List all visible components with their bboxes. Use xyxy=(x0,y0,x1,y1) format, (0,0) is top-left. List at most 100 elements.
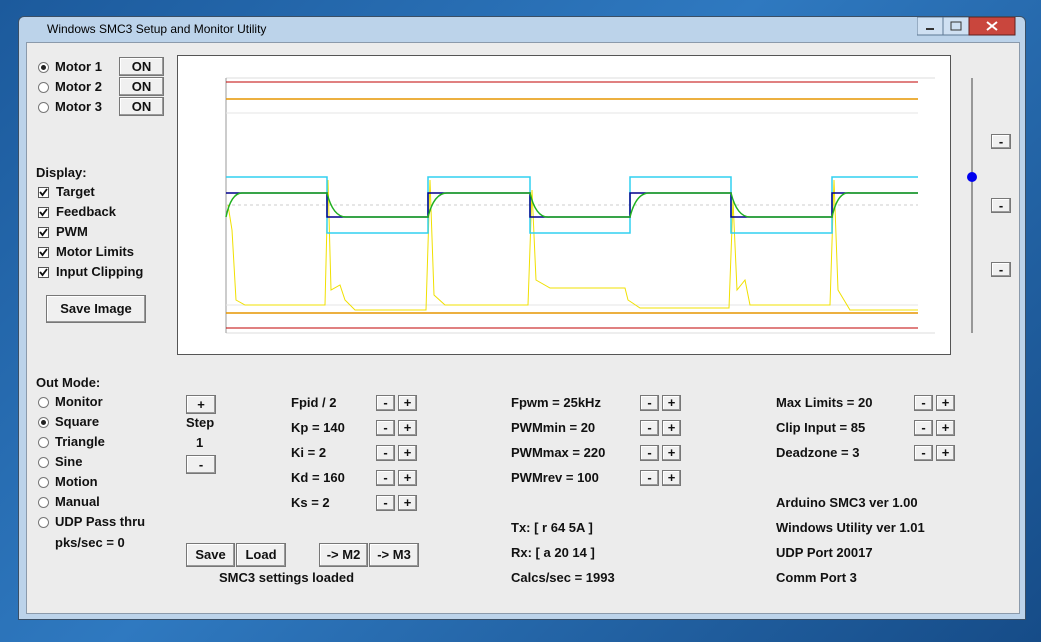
info-text: Comm Port 3 xyxy=(776,570,857,585)
pid-param: Kd = 160 xyxy=(291,470,345,485)
minimize[interactable] xyxy=(917,17,944,36)
motor-radio[interactable] xyxy=(38,82,49,93)
motor-on-button[interactable]: ON xyxy=(119,76,164,96)
motor-label: Motor 2 xyxy=(55,79,102,94)
display-option: Feedback xyxy=(56,204,116,219)
pid-param: Kp = 140 xyxy=(291,420,345,435)
close-icon xyxy=(986,21,998,31)
check-mark xyxy=(39,188,48,197)
maximize[interactable] xyxy=(942,17,970,36)
motor-radio[interactable] xyxy=(38,102,49,113)
inc-button[interactable]: + xyxy=(398,445,417,461)
dec-button[interactable]: - xyxy=(640,470,659,486)
dec-button[interactable]: - xyxy=(376,495,395,511)
scale-button[interactable]: - xyxy=(991,261,1011,277)
maximize-icon xyxy=(950,21,962,31)
display-option: Input Clipping xyxy=(56,264,144,279)
comm-status: Rx: [ a 20 14 ] xyxy=(511,545,595,560)
out-mode-option: UDP Pass thru xyxy=(55,514,146,529)
display-checkbox[interactable] xyxy=(38,187,49,198)
dec-button[interactable]: - xyxy=(376,445,395,461)
motor-label: Motor 1 xyxy=(55,59,102,74)
display-checkbox[interactable] xyxy=(38,267,49,278)
inc-button[interactable]: + xyxy=(936,445,955,461)
dec-button[interactable]: - xyxy=(640,420,659,436)
action-button[interactable]: -> M3 xyxy=(369,543,419,567)
scale-button[interactable]: - xyxy=(991,133,1011,149)
inc-button[interactable]: + xyxy=(936,395,955,411)
traces xyxy=(225,77,935,334)
motor-on-button[interactable]: ON xyxy=(119,56,164,76)
info-text: Windows Utility ver 1.01 xyxy=(776,520,925,535)
pwm-param: PWMmin = 20 xyxy=(511,420,596,435)
display-option: PWM xyxy=(56,224,88,239)
action-button[interactable]: Save xyxy=(186,543,235,567)
out-mode-option: Monitor xyxy=(55,394,103,409)
step-value: 1 xyxy=(196,435,204,450)
status-text: SMC3 settings loaded xyxy=(219,570,355,585)
scale-button[interactable]: - xyxy=(991,197,1011,213)
dec-button[interactable]: - xyxy=(914,420,933,436)
motor-label: Motor 3 xyxy=(55,99,102,114)
step-label: Step xyxy=(186,415,215,430)
limit-param: Deadzone = 3 xyxy=(776,445,860,460)
out-mode-radio[interactable] xyxy=(38,437,49,448)
pid-param: Fpid / 2 xyxy=(291,395,337,410)
limit-param: Max Limits = 20 xyxy=(776,395,873,410)
out-mode-option: Motion xyxy=(55,474,98,489)
display-checkbox[interactable] xyxy=(38,207,49,218)
pid-param: Ks = 2 xyxy=(291,495,330,510)
dec-button[interactable]: - xyxy=(640,395,659,411)
inc-button[interactable]: + xyxy=(662,395,681,411)
dec-button[interactable]: - xyxy=(640,445,659,461)
dec-button[interactable]: - xyxy=(914,395,933,411)
packet-rate: pks/sec = 0 xyxy=(55,535,125,550)
clipping-trace xyxy=(226,176,918,234)
out-mode-radio[interactable] xyxy=(38,477,49,488)
action-button[interactable]: Load xyxy=(236,543,286,567)
out-mode-option: Manual xyxy=(55,494,100,509)
window-controls xyxy=(917,17,1016,36)
dec-button[interactable]: - xyxy=(376,395,395,411)
dec-button[interactable]: - xyxy=(914,445,933,461)
inc-button[interactable]: + xyxy=(662,470,681,486)
save-image-button[interactable]: Save Image xyxy=(46,295,146,323)
out-mode-radio[interactable] xyxy=(38,457,49,468)
inc-button[interactable]: + xyxy=(662,420,681,436)
pid-param: Ki = 2 xyxy=(291,445,327,460)
out-mode-radio[interactable] xyxy=(38,397,49,408)
slider-thumb[interactable] xyxy=(967,172,977,182)
out-mode-radio[interactable] xyxy=(38,497,49,508)
display-checkbox[interactable] xyxy=(38,227,49,238)
out-mode-radio[interactable] xyxy=(38,517,49,528)
motor-on-button[interactable]: ON xyxy=(119,96,164,116)
check-mark xyxy=(39,228,48,237)
comm-status: Calcs/sec = 1993 xyxy=(511,570,615,585)
inc-button[interactable]: + xyxy=(936,420,955,436)
dec-button[interactable]: - xyxy=(376,420,395,436)
inc-button[interactable]: + xyxy=(398,395,417,411)
out-mode-option: Sine xyxy=(55,454,83,469)
step-inc-button[interactable]: + xyxy=(186,394,216,414)
window-title: Windows SMC3 Setup and Monitor Utility xyxy=(47,22,267,36)
inc-button[interactable]: + xyxy=(398,495,417,511)
action-button[interactable]: -> M2 xyxy=(319,543,368,567)
motor-radio[interactable] xyxy=(38,62,49,73)
check-mark xyxy=(39,248,48,257)
scope-plot xyxy=(177,55,951,355)
scale-slider[interactable] xyxy=(962,70,982,340)
out-mode-option: Square xyxy=(55,414,100,429)
out-mode-heading: Out Mode: xyxy=(36,375,101,390)
inc-button[interactable]: + xyxy=(398,470,417,486)
limit-param: Clip Input = 85 xyxy=(776,420,866,435)
step-dec-button[interactable]: - xyxy=(186,454,216,474)
pwm-param: PWMmax = 220 xyxy=(511,445,606,460)
pwm-param: PWMrev = 100 xyxy=(511,470,599,485)
inc-button[interactable]: + xyxy=(662,445,681,461)
out-mode-radio[interactable] xyxy=(38,417,49,428)
display-checkbox[interactable] xyxy=(38,247,49,258)
inc-button[interactable]: + xyxy=(398,420,417,436)
dec-button[interactable]: - xyxy=(376,470,395,486)
display-option: Target xyxy=(56,184,95,199)
